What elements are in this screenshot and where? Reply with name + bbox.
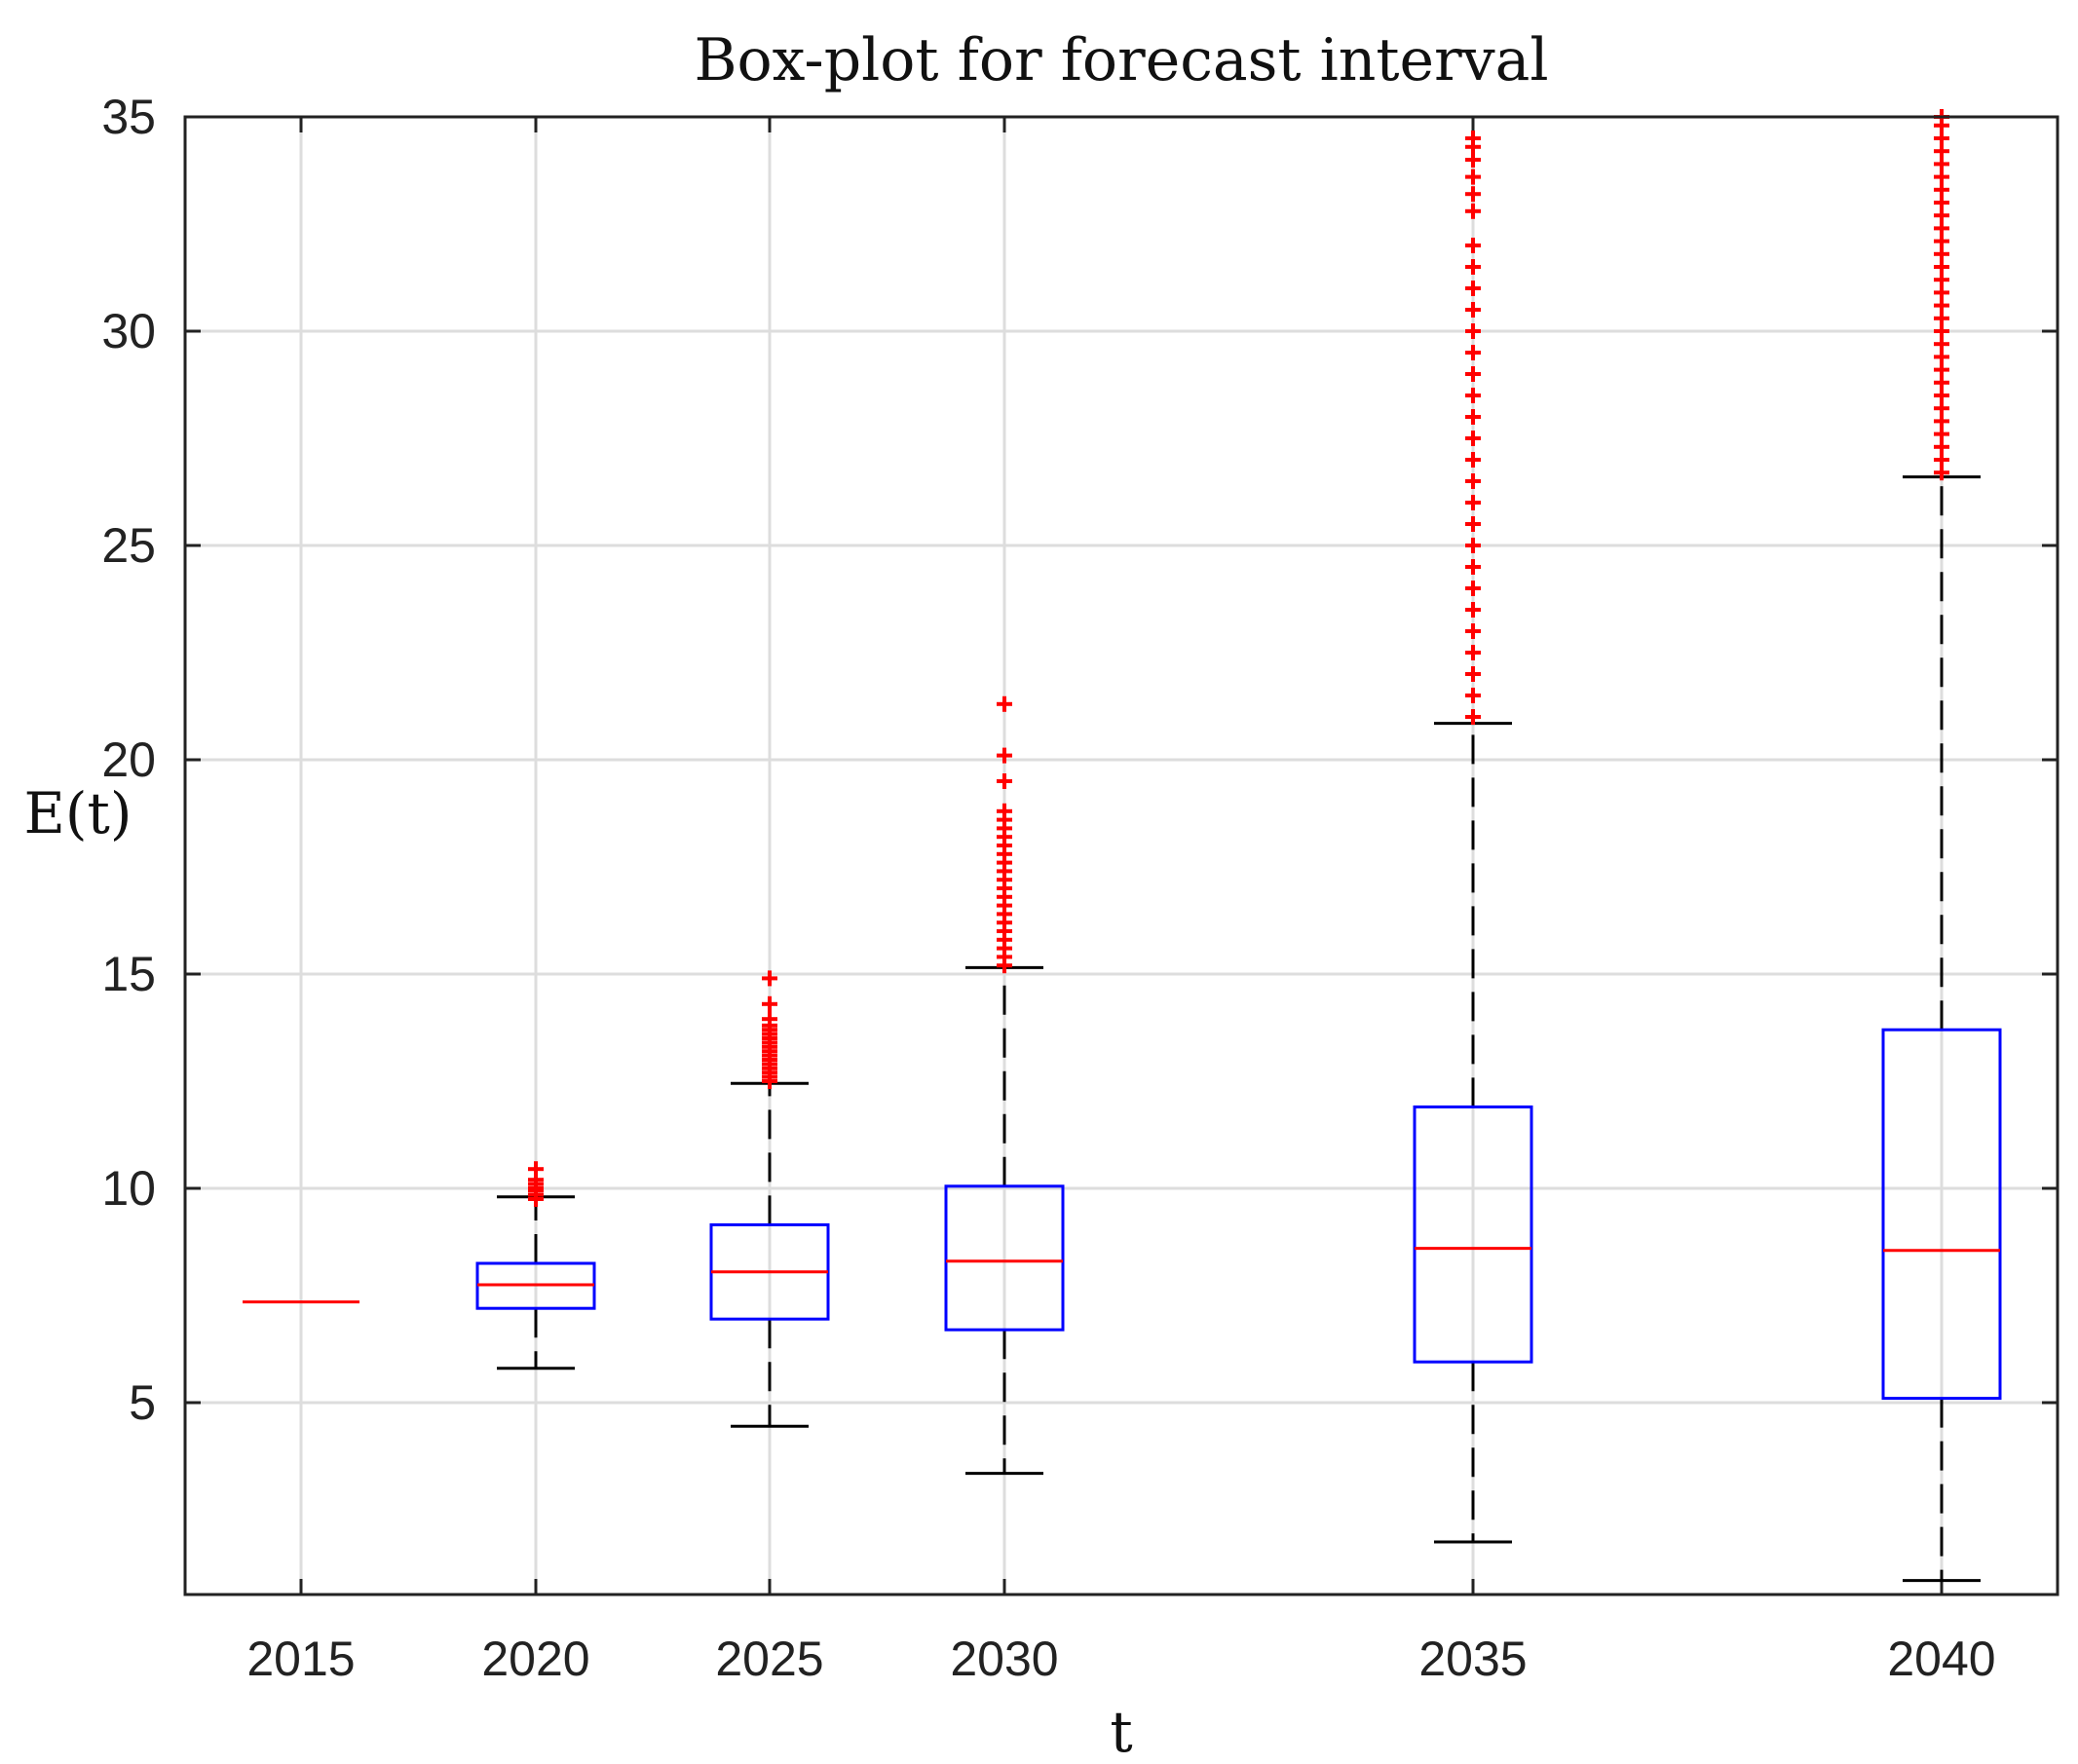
box-2040 (1881, 475, 2002, 1583)
y-tick-label: 5 (129, 1375, 156, 1430)
outlier-marker (1465, 203, 1481, 219)
outlier-marker (1465, 666, 1481, 682)
outlier-marker (1465, 709, 1481, 725)
outlier-marker (997, 695, 1012, 712)
x-tick-label: 2040 (1887, 1632, 1995, 1686)
outlier-marker (1465, 366, 1481, 382)
outlier-marker (1465, 186, 1481, 203)
iqr-box (1881, 1028, 2002, 1401)
outlier-marker (1465, 388, 1481, 403)
x-tick-label: 2030 (950, 1632, 1058, 1686)
outlier-marker (762, 970, 777, 987)
outlier-marker (1465, 131, 1481, 146)
outlier-marker (1465, 452, 1481, 468)
outlier-markers (528, 109, 1949, 1207)
outlier-marker (1465, 238, 1481, 253)
iqr-box (1413, 1105, 1533, 1364)
outlier-marker (1465, 688, 1481, 703)
y-axis-label: E(t) (24, 780, 132, 846)
y-tick-label: 35 (101, 90, 156, 144)
outlier-marker (997, 803, 1012, 819)
outlier-marker (1465, 345, 1481, 360)
y-tick-label: 20 (101, 732, 156, 787)
outlier-marker (1465, 538, 1481, 553)
outlier-marker (1465, 409, 1481, 425)
x-tick-labels: 2015 2020 2025 2030 2035 2040 (246, 1632, 1995, 1686)
outlier-marker (1465, 623, 1481, 639)
outlier-marker (1465, 559, 1481, 575)
y-tick-labels: 5 10 15 20 25 30 35 (101, 90, 156, 1430)
x-tick-label: 2025 (715, 1632, 823, 1686)
outlier-marker (997, 773, 1012, 789)
outlier-marker (1465, 516, 1481, 532)
outlier-marker (1465, 302, 1481, 318)
outlier-marker (1465, 169, 1481, 185)
box-2020 (475, 1195, 596, 1370)
y-tick-label: 30 (101, 304, 156, 358)
x-axis-label: t (1110, 1699, 1132, 1764)
box-series (243, 475, 2002, 1583)
outlier-marker (528, 1161, 544, 1178)
outlier-marker (1465, 645, 1481, 660)
outlier-marker (997, 747, 1012, 764)
y-tick-label: 15 (101, 947, 156, 1001)
iqr-box (944, 1184, 1065, 1332)
outlier-marker (1465, 323, 1481, 339)
x-tick-label: 2015 (246, 1632, 355, 1686)
outlier-marker (1465, 259, 1481, 275)
outlier-marker (762, 1011, 777, 1028)
plot-frame (183, 115, 2059, 1596)
outlier-marker (762, 995, 777, 1012)
y-tick-label: 25 (101, 518, 156, 573)
outlier-marker (1465, 581, 1481, 596)
chart-title: Box-plot for forecast interval (694, 26, 1548, 94)
outlier-marker (1465, 431, 1481, 446)
x-tick-label: 2020 (481, 1632, 589, 1686)
outlier-marker (1465, 473, 1481, 489)
outlier-marker (1465, 495, 1481, 510)
outlier-marker (1465, 602, 1481, 618)
y-tick-label: 10 (101, 1161, 156, 1216)
x-tick-label: 2035 (1418, 1632, 1527, 1686)
outlier-marker (1465, 281, 1481, 296)
